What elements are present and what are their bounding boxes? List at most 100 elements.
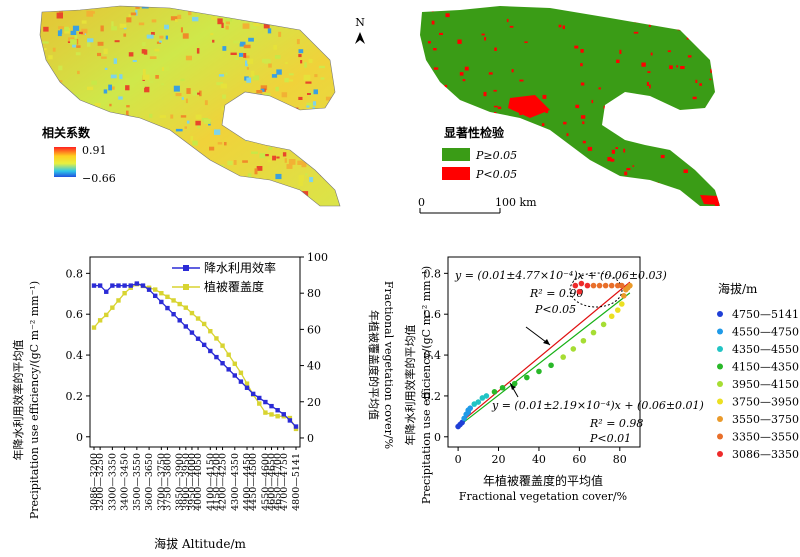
fvc-point	[122, 290, 127, 296]
pue-point	[165, 305, 170, 311]
fvc-point	[220, 343, 225, 348]
scatter-point	[491, 389, 498, 395]
cluster-ellipse	[569, 272, 623, 308]
fvc-point	[214, 336, 219, 341]
pue-point	[226, 367, 231, 372]
series-line	[94, 282, 297, 428]
scatter-point	[614, 282, 621, 289]
pue-point	[153, 293, 158, 299]
pue-point	[281, 412, 286, 417]
x-tick-label: 3850—3900	[175, 453, 186, 511]
line-chart-ylabel-en: Precipitation use efficiency/(gC m⁻² mm⁻…	[28, 281, 41, 519]
pue-point	[275, 408, 280, 413]
scatter-legend-marker	[717, 398, 723, 405]
x-tick-label: 4150—4200	[211, 453, 222, 511]
x-tick-label: 3086—3200	[89, 453, 100, 511]
fvc-point	[238, 370, 244, 376]
north-label: N	[355, 16, 365, 29]
fit-line-red	[457, 281, 631, 425]
fvc-point	[91, 325, 97, 330]
scatter-point	[608, 282, 615, 289]
x-tick-label: 3600—3650	[144, 453, 155, 511]
fvc-point	[171, 298, 176, 303]
x-tick-label: 4550—4600	[260, 453, 271, 511]
y2-tick-label: 20	[307, 396, 321, 409]
x-tick-label: 40	[532, 453, 546, 466]
fvc-point	[287, 415, 293, 421]
pue-point	[257, 395, 262, 401]
fvc-point	[116, 298, 121, 303]
scatter-ylabel: 年降水利用效率的平均值	[403, 325, 417, 446]
scatter-legend-marker	[717, 451, 723, 457]
x-tick-label: 20	[492, 453, 506, 466]
scatter-point	[536, 368, 542, 375]
x-tick-label: 3500—3550	[132, 453, 143, 511]
fvc-point	[110, 305, 115, 310]
scatter-frame	[447, 256, 641, 448]
scatter-point	[499, 384, 506, 391]
scale-zero-label: 0	[418, 196, 425, 209]
y-tick-label: 0	[434, 431, 441, 444]
pue-point	[244, 385, 250, 390]
scatter-point	[600, 321, 607, 328]
scatter-point	[608, 313, 615, 320]
scatter-ylabel-en: Precipitation use efficiency/(gC m⁻² mm⁻…	[420, 266, 433, 504]
altitude-line-chart: 年降水利用效率的平均值 Precipitation use efficiency…	[11, 251, 395, 551]
scatter-point	[465, 407, 472, 414]
pue-point	[128, 283, 133, 288]
scale-bar	[419, 208, 501, 214]
fvc-point	[208, 328, 213, 334]
correlation-colorbar	[54, 147, 76, 177]
pue-point	[250, 391, 256, 397]
y-tick-label: 0.6	[424, 308, 442, 321]
y2-tick-label: 60	[307, 323, 321, 336]
correlation-map: N 相关系数 0.91 −0.66	[39, 5, 365, 207]
scatter-legend-marker	[717, 346, 723, 352]
fvc-pue-scatter-chart: 年降水利用效率的平均值 Precipitation use efficiency…	[403, 256, 799, 504]
y-tick-label: 0.8	[66, 267, 84, 280]
line-chart-legend: 降水利用效率 植被覆盖度	[172, 260, 276, 294]
y-tick-label: 0.4	[66, 349, 84, 362]
scatter-point	[619, 282, 625, 289]
pue-point	[97, 283, 103, 288]
y-tick-label: 0.2	[424, 390, 442, 403]
pue-point	[183, 324, 189, 329]
x-tick-label: 0	[455, 453, 462, 466]
x-tick-label: 80	[613, 453, 627, 466]
fvc-point	[244, 381, 250, 386]
scatter-point	[524, 374, 530, 381]
scatter-point	[570, 346, 577, 352]
fvc-point	[159, 290, 164, 296]
correlation-map-panel: N 相关系数 0.91 −0.66	[0, 0, 400, 225]
pue-point	[287, 418, 293, 423]
significance-raster	[420, 6, 720, 206]
fvc-point	[275, 414, 280, 419]
fvc-point	[201, 321, 207, 327]
correlation-min-label: −0.66	[82, 172, 116, 185]
pue-point	[293, 424, 299, 429]
y-tick-label: 0.4	[424, 349, 442, 362]
scatter-point	[483, 393, 490, 399]
x-tick-label: 3950—4000	[187, 453, 198, 511]
scatter-legend-marker	[717, 328, 723, 335]
scatter-point	[511, 380, 518, 387]
scatter-point	[621, 293, 627, 299]
fit-line-green	[457, 292, 631, 428]
x-tick-label: 60	[572, 453, 586, 466]
fvc-point	[189, 310, 195, 316]
pue-point	[263, 399, 268, 405]
pue-point	[140, 283, 146, 288]
fit2-arrow-head	[510, 383, 516, 390]
scatter-point	[602, 282, 609, 289]
pue-point	[214, 354, 219, 360]
y2-tick-label: 100	[307, 251, 328, 264]
fvc-point	[263, 410, 268, 415]
line-chart-frame	[89, 256, 301, 448]
scatter-legend-label: 4550—4750	[732, 326, 799, 339]
fvc-point	[153, 287, 158, 292]
x-tick-label: 4300—4350	[230, 453, 241, 511]
pue-point	[189, 330, 195, 335]
pue-point	[116, 283, 121, 288]
fvc-point	[177, 301, 182, 307]
north-arrow-icon	[355, 32, 365, 44]
